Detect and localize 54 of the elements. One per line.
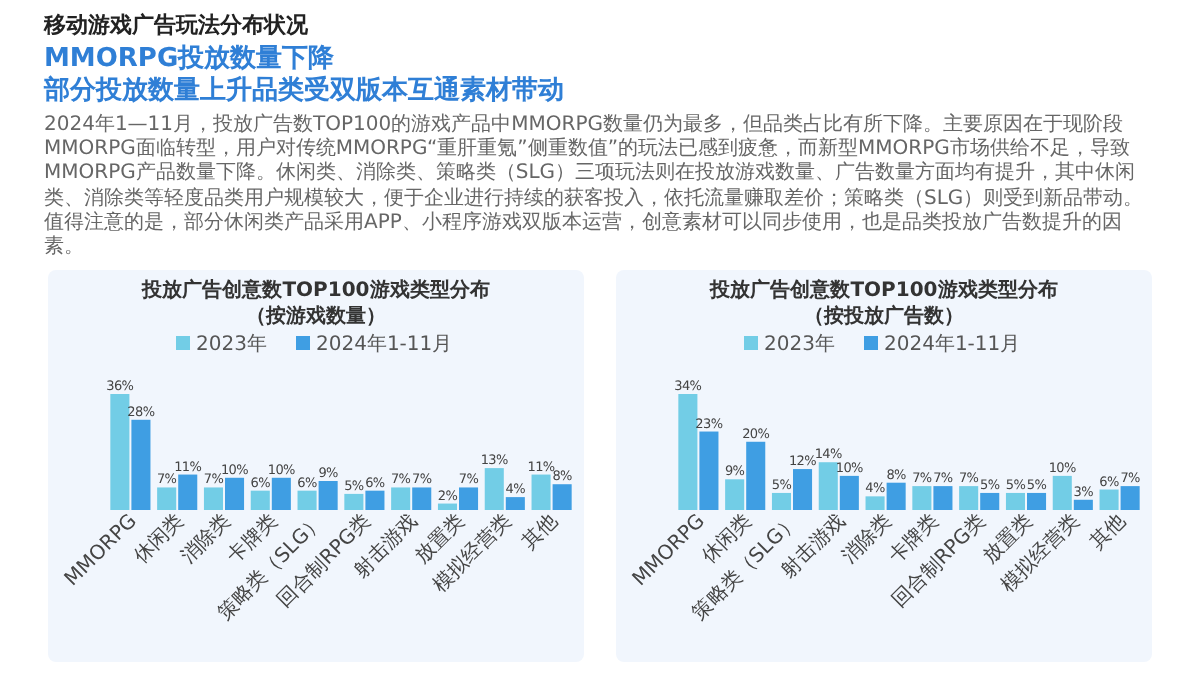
bar [1120, 486, 1140, 510]
bar [365, 490, 385, 510]
bar [1027, 492, 1047, 510]
bar [980, 492, 1000, 510]
x-tick-label: 其他 [1085, 509, 1131, 555]
bar [793, 469, 813, 510]
bar [746, 441, 766, 510]
text: 2024年1—11月，投放广告数TOP100的游戏产品中MMORPG数量仍为最多，但品类占比有所下降。主要原因在于现阶段MMORPG面临转型，用户对传统MMORPG“重肝重氪”侧重数值”的玩法已感到疲惫，而新型MMORPG市场供给不足，导致MMORPG产品数量下降。休闲类、消除类、策略类（SLG）三项玩法则在投放游戏数量、广告数量方面均有提升，其中休闲类、消除类等轻度品类用户规模较大，便于企业进行持续的获客投入，依托流量赚取差价；策略类（SLG）则受到新品带动。值得注意的是，部分休闲类产品采用APP、小程序游戏双版本运营，创意素材可以同步使用，也是品类投放广告数提升的因素。 [44, 114, 1146, 261]
bar [437, 503, 457, 510]
chart-title: 投放广告创意数TOP100游戏类型分布 [140, 278, 490, 302]
chart-subtitle: （按游戏数量） [246, 304, 386, 328]
x-tick-label: 其他 [517, 509, 563, 555]
bar [157, 487, 177, 510]
bar [391, 487, 411, 510]
bar [318, 481, 338, 510]
bar [1052, 475, 1072, 510]
bar [484, 468, 504, 510]
bar [110, 394, 130, 510]
legend-label: 2023年 [764, 332, 835, 356]
bar [959, 486, 979, 510]
bar [412, 487, 432, 510]
bar [178, 474, 198, 510]
chart-subtitle: （按投放广告数） [804, 304, 964, 328]
bar [505, 497, 525, 510]
bar [1005, 492, 1025, 510]
legend-label: 2023年 [196, 332, 267, 356]
bar [297, 490, 317, 510]
bar [1099, 489, 1119, 510]
bar [131, 419, 151, 510]
bar [912, 486, 932, 510]
bar [839, 475, 859, 510]
bar [531, 474, 551, 510]
bar [459, 487, 479, 510]
chart-title: 投放广告创意数TOP100游戏类型分布 [708, 278, 1058, 302]
bar [250, 490, 270, 510]
bar [678, 394, 698, 510]
bar [225, 477, 245, 510]
bar [699, 431, 719, 510]
text: 移动游戏广告玩法分布状况 [44, 12, 310, 40]
bar [552, 484, 572, 510]
text: MMORPG投放数量下降 [44, 44, 337, 74]
bar [933, 486, 953, 510]
legend-label: 2024年1-11月 [884, 332, 1021, 356]
bar [203, 487, 223, 510]
bar [271, 477, 291, 510]
bar [865, 496, 885, 510]
bar [1073, 499, 1093, 510]
bar [771, 492, 791, 510]
bar [725, 479, 745, 510]
bar [818, 462, 838, 510]
bar [344, 493, 364, 510]
legend-label: 2024年1-11月 [316, 332, 453, 356]
text: 部分投放数量上升品类受双版本互通素材带动 [44, 76, 566, 106]
bar [886, 482, 906, 510]
